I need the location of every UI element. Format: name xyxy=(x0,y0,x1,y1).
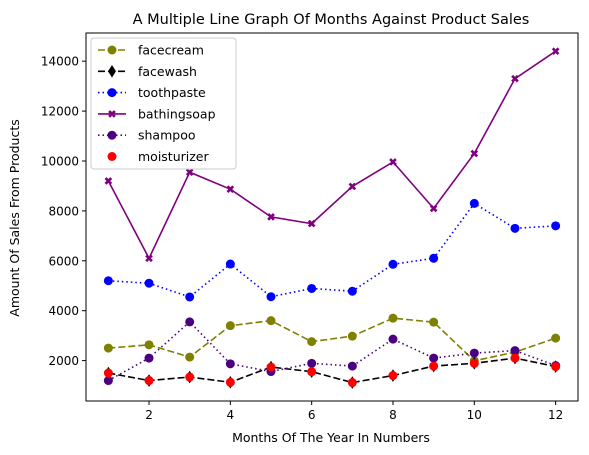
data-point-moisturizer xyxy=(104,369,113,378)
y-tick-label: 2000 xyxy=(48,354,79,368)
data-point-bathingsoap xyxy=(186,168,194,176)
data-point-moisturizer xyxy=(267,363,276,372)
data-point-toothpaste xyxy=(429,254,438,263)
legend-label: facecream xyxy=(138,43,204,58)
series-moisturizer xyxy=(104,354,560,387)
data-point-moisturizer xyxy=(388,371,397,380)
data-point-bathingsoap xyxy=(552,47,560,55)
data-point-moisturizer xyxy=(470,359,479,368)
data-point-facecream xyxy=(551,334,560,343)
series-toothpaste xyxy=(104,199,560,302)
legend-label: toothpaste xyxy=(138,85,206,100)
data-point-shampoo xyxy=(470,349,479,358)
data-point-toothpaste xyxy=(104,276,113,285)
data-point-moisturizer xyxy=(145,376,154,385)
y-tick-label: 12000 xyxy=(41,105,79,119)
data-point-toothpaste xyxy=(145,279,154,288)
data-point-facecream xyxy=(145,340,154,349)
data-point-facecream xyxy=(348,332,357,341)
series-facecream xyxy=(104,314,560,366)
x-tick-label: 4 xyxy=(227,408,235,422)
data-point-shampoo xyxy=(145,354,154,363)
legend-label: shampoo xyxy=(138,128,196,143)
series-line-toothpaste xyxy=(108,203,555,297)
data-point-toothpaste xyxy=(551,221,560,230)
series-line-facecream xyxy=(108,318,555,361)
y-axis-label: Amount Of Sales From Products xyxy=(7,119,22,316)
data-point-facecream xyxy=(267,316,276,325)
data-point-bathingsoap xyxy=(105,177,113,185)
data-point-facecream xyxy=(388,314,397,323)
data-point-moisturizer xyxy=(510,354,519,363)
data-point-bathingsoap xyxy=(430,205,438,213)
data-point-facecream xyxy=(226,321,235,330)
data-point-bathingsoap xyxy=(145,254,153,262)
legend: facecream facewash toothpaste bathingsoap sh… xyxy=(91,38,236,169)
data-point-bathingsoap xyxy=(227,185,235,193)
data-point-facecream xyxy=(104,344,113,353)
data-point-shampoo xyxy=(429,354,438,363)
series-line-facewash xyxy=(108,358,555,382)
chart-title: A Multiple Line Graph Of Months Against … xyxy=(133,12,530,28)
legend-marker xyxy=(108,152,117,161)
x-tick-label: 12 xyxy=(548,408,563,422)
legend-label: bathingsoap xyxy=(138,106,216,121)
legend-marker xyxy=(108,131,117,140)
data-point-shampoo xyxy=(185,317,194,326)
data-point-facecream xyxy=(185,353,194,362)
data-point-shampoo xyxy=(348,362,357,371)
data-point-toothpaste xyxy=(348,287,357,296)
data-point-facecream xyxy=(429,318,438,327)
x-tick-label: 6 xyxy=(308,408,316,422)
data-point-moisturizer xyxy=(226,378,235,387)
data-point-toothpaste xyxy=(470,199,479,208)
data-point-shampoo xyxy=(388,335,397,344)
data-point-toothpaste xyxy=(307,284,316,293)
data-point-moisturizer xyxy=(429,362,438,371)
data-point-toothpaste xyxy=(226,260,235,269)
data-point-bathingsoap xyxy=(511,75,519,83)
data-point-toothpaste xyxy=(510,224,519,233)
data-point-moisturizer xyxy=(348,378,357,387)
series-line-shampoo xyxy=(108,322,555,381)
data-point-moisturizer xyxy=(185,373,194,382)
legend-label: facewash xyxy=(138,64,197,79)
y-tick-label: 6000 xyxy=(48,254,79,268)
legend-marker xyxy=(108,88,117,97)
y-tick-label: 14000 xyxy=(41,55,79,69)
data-point-bathingsoap xyxy=(349,183,357,191)
data-point-shampoo xyxy=(226,359,235,368)
x-axis-label: Months Of The Year In Numbers xyxy=(232,430,430,445)
x-tick-label: 2 xyxy=(145,408,153,422)
legend-marker xyxy=(108,46,117,55)
data-point-moisturizer xyxy=(551,362,560,371)
data-point-bathingsoap xyxy=(389,158,397,166)
data-point-moisturizer xyxy=(307,367,316,376)
data-point-facecream xyxy=(307,337,316,346)
data-point-shampoo xyxy=(307,359,316,368)
y-tick-label: 10000 xyxy=(41,154,79,168)
y-tick-label: 4000 xyxy=(48,304,79,318)
y-tick-label: 8000 xyxy=(48,204,79,218)
data-point-bathingsoap xyxy=(470,150,478,158)
data-point-toothpaste xyxy=(388,260,397,269)
legend-label: moisturizer xyxy=(138,149,209,164)
x-tick-label: 8 xyxy=(389,408,397,422)
data-point-toothpaste xyxy=(185,292,194,301)
x-tick-label: 10 xyxy=(467,408,482,422)
data-point-toothpaste xyxy=(267,292,276,301)
